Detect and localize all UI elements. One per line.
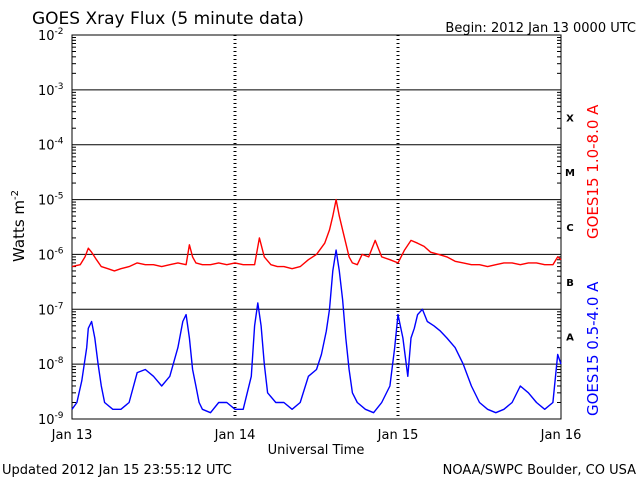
flare-class-m: M: [565, 168, 575, 179]
x-tick-label: Jan 15: [377, 428, 419, 443]
begin-label: Begin: 2012 Jan 13 0000 UTC: [445, 21, 636, 36]
y-axis-label: Watts m-2: [10, 190, 28, 262]
y-tick-label: 10-5: [38, 192, 64, 209]
flare-class-a: A: [566, 333, 574, 344]
grid: [72, 35, 561, 419]
series-line-short: [71, 249, 562, 414]
y-tick-labels: 10-2 10-3 10-4 10-5 10-6 10-7 10-8 10-9: [38, 27, 64, 428]
x-tick-labels: Jan 13 Jan 14 Jan 15 Jan 16: [51, 428, 582, 443]
chart-title: GOES Xray Flux (5 minute data): [32, 9, 304, 29]
x-tick-label: Jan 14: [214, 428, 256, 443]
flare-class-c: C: [566, 223, 573, 234]
flare-class-labels: X M C B A: [565, 113, 575, 343]
y-tick-label: 10-6: [38, 246, 64, 263]
updated-timestamp: Updated 2012 Jan 15 23:55:12 UTC: [2, 463, 232, 478]
y-tick-label: 10-3: [38, 82, 64, 99]
flare-class-b: B: [566, 278, 574, 289]
x-tick-label: Jan 13: [51, 428, 93, 443]
y-tick-label: 10-9: [38, 411, 64, 428]
x-tick-label: Jan 16: [540, 428, 582, 443]
series-line-long: [71, 198, 562, 272]
legend-goes15-long: GOES15 1.0-8.0 A: [584, 104, 602, 239]
credit-text: NOAA/SWPC Boulder, CO USA: [443, 463, 636, 478]
y-tick-label: 10-2: [38, 27, 64, 44]
y-tick-label: 10-8: [38, 356, 64, 373]
legend-goes15-short: GOES15 0.5-4.0 A: [584, 281, 602, 416]
series-lines: [71, 198, 562, 414]
y-tick-label: 10-4: [38, 137, 64, 154]
y-tick-label: 10-7: [38, 301, 64, 318]
x-axis-label: Universal Time: [268, 443, 365, 458]
flare-class-x: X: [566, 113, 574, 124]
plot-frame: [71, 34, 562, 420]
